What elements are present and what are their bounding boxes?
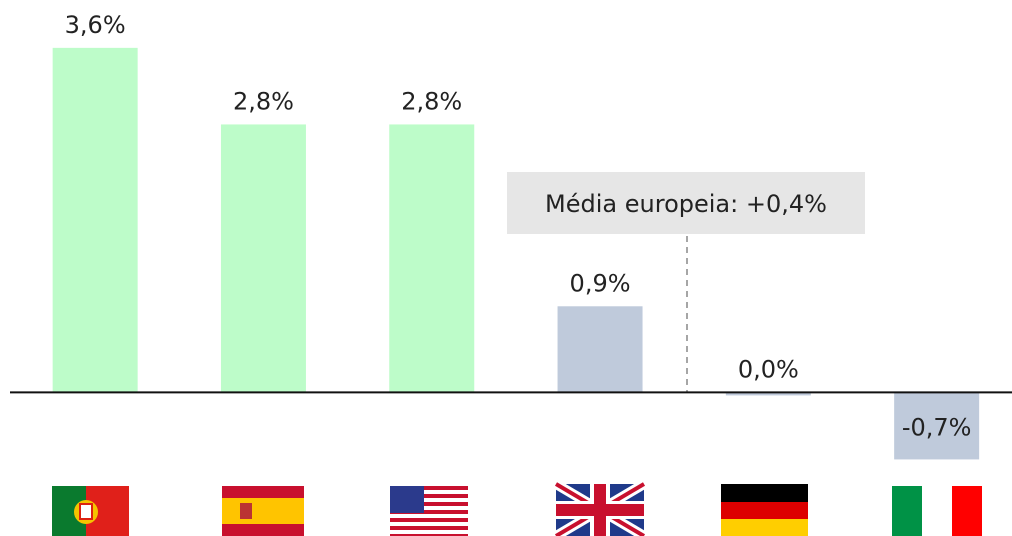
value-label: 0,0%: [738, 355, 799, 383]
bar: [725, 392, 811, 396]
flag-germany: [721, 484, 808, 536]
flag-uk: [553, 479, 647, 536]
flag-italy: [892, 486, 982, 536]
flags: [52, 479, 982, 536]
flag-spain: [222, 486, 304, 536]
value-label: 0,9%: [570, 269, 631, 297]
annotation: Média europeia: +0,4%: [545, 190, 827, 218]
flag-usa: [390, 486, 468, 536]
bar: [894, 392, 980, 460]
value-label: 2,8%: [233, 87, 294, 115]
annotation-box: [507, 172, 865, 234]
bar: [389, 124, 475, 393]
value-label: 3,6%: [65, 11, 126, 39]
flag-portugal: [52, 486, 129, 536]
bar: [220, 124, 306, 393]
value-label: -0,7%: [902, 413, 972, 441]
value-label: 2,8%: [401, 87, 462, 115]
bar: [52, 47, 138, 393]
bar: [557, 306, 643, 393]
